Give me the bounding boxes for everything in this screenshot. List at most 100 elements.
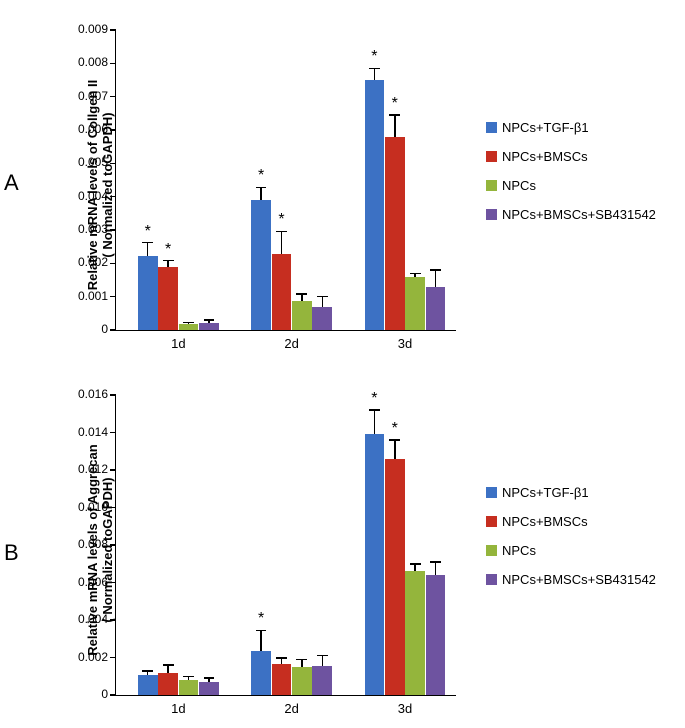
legend-swatch <box>486 151 497 162</box>
significance-star: * <box>162 241 174 259</box>
legend-B: NPCs+TGF-β1 NPCs+BMSCs NPCs NPCs+BMSCs+SB43… <box>486 485 656 601</box>
error-cap <box>369 409 380 411</box>
error-cap <box>296 659 307 661</box>
error-cap <box>317 655 328 657</box>
error-cap <box>410 273 421 275</box>
error-bar <box>167 665 169 673</box>
legend-item: NPCs+BMSCs <box>486 149 656 164</box>
error-bar <box>301 294 303 301</box>
error-bar <box>260 630 262 651</box>
bar <box>292 301 312 330</box>
error-bar <box>394 115 396 137</box>
error-cap <box>430 561 441 563</box>
significance-star: * <box>255 167 267 185</box>
legend-label: NPCs+TGF-β1 <box>502 120 589 135</box>
bar <box>365 434 385 695</box>
legend-item: NPCs+TGF-β1 <box>486 120 656 135</box>
bar <box>179 324 199 330</box>
significance-star: * <box>389 420 401 438</box>
bar <box>405 277 425 330</box>
legend-label: NPCs+BMSCs <box>502 514 588 529</box>
error-bar <box>322 297 324 307</box>
significance-star: * <box>142 223 154 241</box>
legend-label: NPCs+BMSCs+SB431542 <box>502 207 656 222</box>
significance-star: * <box>368 390 380 408</box>
legend-swatch <box>486 574 497 585</box>
bar <box>426 287 446 330</box>
error-cap <box>369 68 380 70</box>
error-cap <box>204 319 215 321</box>
error-cap <box>163 260 174 262</box>
error-cap <box>317 296 328 298</box>
bar <box>365 80 385 330</box>
legend-A: NPCs+TGF-β1 NPCs+BMSCs NPCs NPCs+BMSCs+SB43… <box>486 120 656 236</box>
bar <box>179 680 199 695</box>
bar <box>385 137 405 330</box>
error-bar <box>260 187 262 200</box>
legend-swatch <box>486 180 497 191</box>
error-bar <box>281 231 283 254</box>
legend-label: NPCs <box>502 543 536 558</box>
significance-star: * <box>368 48 380 66</box>
legend-swatch <box>486 209 497 220</box>
legend-swatch <box>486 122 497 133</box>
error-bar <box>281 658 283 664</box>
error-bar <box>414 564 416 572</box>
bar <box>158 267 178 330</box>
error-bar <box>394 440 396 459</box>
error-bar <box>374 410 376 434</box>
error-cap <box>142 670 153 672</box>
error-bar <box>435 270 437 287</box>
panel-label-B: B <box>4 540 19 566</box>
x-tick-label: 3d <box>385 336 425 351</box>
bar <box>199 323 219 330</box>
legend-label: NPCs+TGF-β1 <box>502 485 589 500</box>
y-tick-label: 0.016 <box>58 387 108 401</box>
x-tick-label: 3d <box>385 701 425 716</box>
error-cap <box>183 676 194 678</box>
plot-area-B: 00.0020.0040.0060.0080.0100.0120.0140.01… <box>115 395 456 696</box>
y-tick <box>110 29 116 31</box>
error-cap <box>256 187 267 189</box>
error-cap <box>430 269 441 271</box>
bar <box>158 673 178 695</box>
y-axis-label-A: Relative mRNA levels of Collgen II( Norm… <box>85 35 115 335</box>
x-tick-label: 2d <box>272 701 312 716</box>
bar <box>272 664 292 696</box>
figure-root: A00.0010.0020.0030.0040.0050.0060.0070.0… <box>0 0 685 728</box>
bar <box>312 307 332 330</box>
significance-star: * <box>389 95 401 113</box>
legend-swatch <box>486 545 497 556</box>
bar <box>292 667 312 695</box>
bar <box>405 571 425 695</box>
error-bar <box>435 562 437 575</box>
error-cap <box>183 322 194 324</box>
x-tick-label: 1d <box>158 701 198 716</box>
legend-label: NPCs <box>502 178 536 193</box>
legend-item: NPCs+TGF-β1 <box>486 485 656 500</box>
error-cap <box>276 657 287 659</box>
bar <box>251 651 271 695</box>
error-cap <box>389 439 400 441</box>
error-bar <box>147 243 149 256</box>
bar <box>138 256 158 330</box>
legend-item: NPCs+BMSCs+SB431542 <box>486 572 656 587</box>
error-cap <box>256 630 267 632</box>
bar <box>385 459 405 695</box>
legend-swatch <box>486 487 497 498</box>
bar <box>251 200 271 330</box>
significance-star: * <box>255 610 267 628</box>
bar <box>138 675 158 695</box>
panel-label-A: A <box>4 170 19 196</box>
error-cap <box>204 677 215 679</box>
error-cap <box>296 293 307 295</box>
legend-swatch <box>486 516 497 527</box>
legend-label: NPCs+BMSCs <box>502 149 588 164</box>
x-tick-label: 1d <box>158 336 198 351</box>
y-tick <box>110 394 116 396</box>
error-bar <box>301 659 303 667</box>
legend-item: NPCs+BMSCs <box>486 514 656 529</box>
legend-label: NPCs+BMSCs+SB431542 <box>502 572 656 587</box>
error-bar <box>167 261 169 268</box>
y-axis-label-B: Relative mRNA levels of Aggrecan( Normal… <box>85 400 115 700</box>
